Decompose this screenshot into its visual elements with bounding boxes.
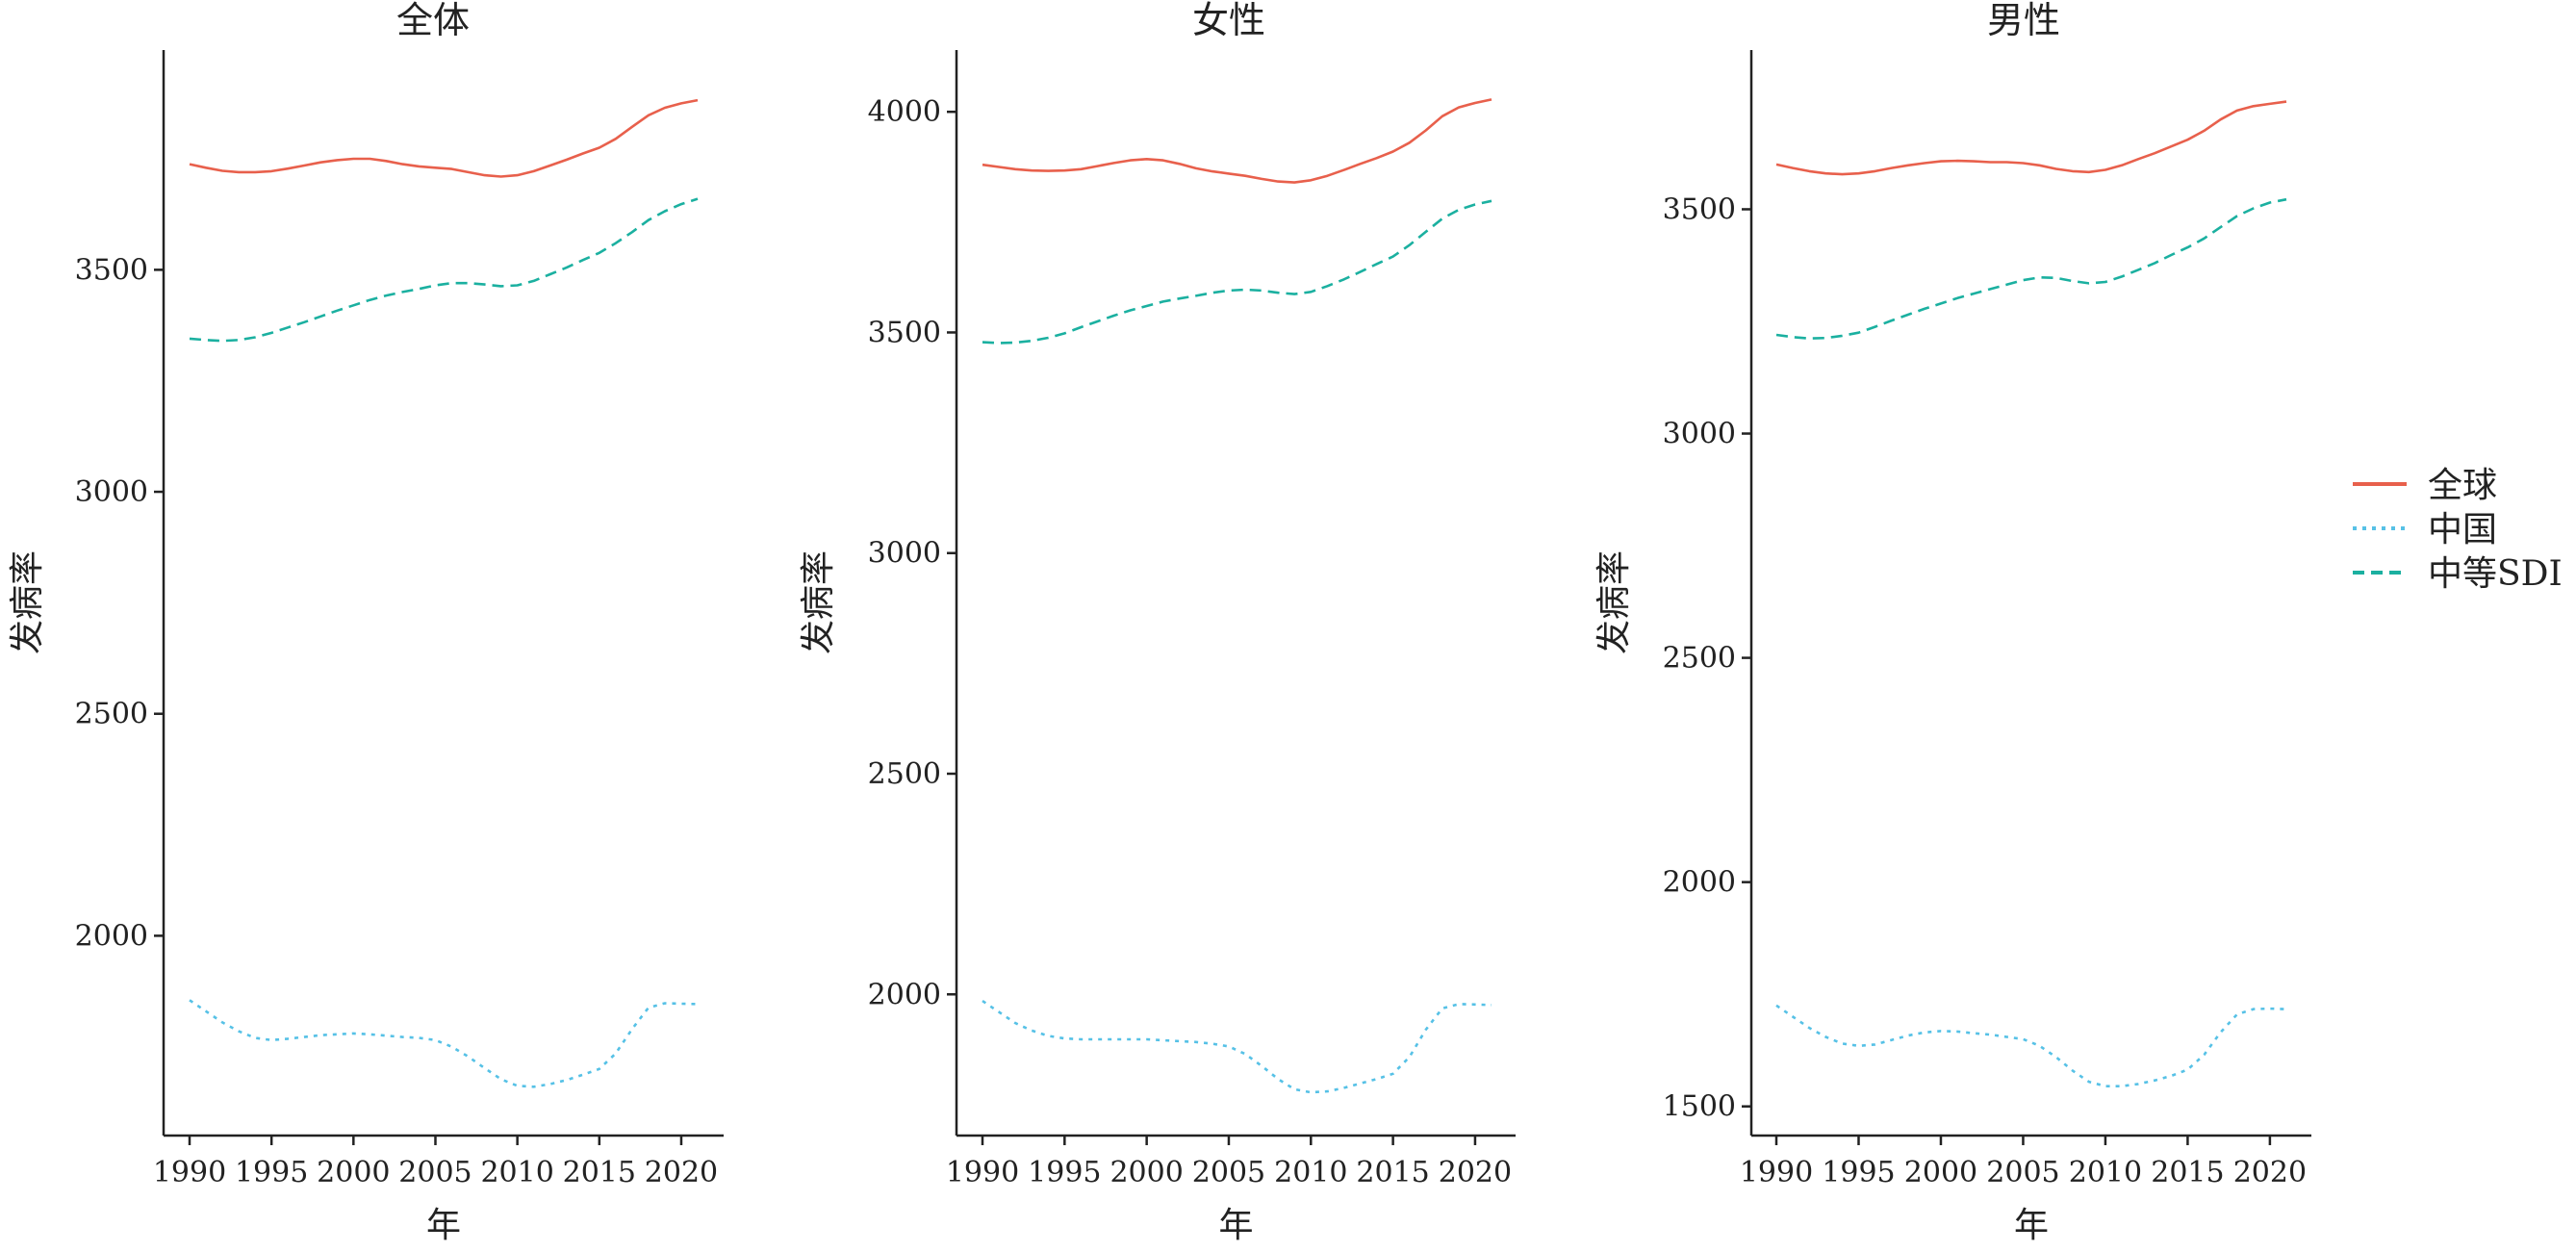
x-tick-label: 1990	[946, 1156, 1019, 1189]
y-tick-label: 2000	[1663, 866, 1736, 900]
y-tick-label: 2500	[1663, 642, 1736, 676]
x-tick-label: 2000	[1904, 1156, 1977, 1189]
y-tick-label: 2000	[75, 919, 148, 953]
x-tick-label: 2015	[1356, 1156, 1429, 1189]
legend-label-global: 全球	[2428, 466, 2497, 505]
y-tick-label: 3500	[1663, 192, 1736, 226]
x-tick-label: 2010	[1274, 1156, 1347, 1189]
x-tick-label: 2000	[317, 1156, 390, 1189]
x-tick-label: 1995	[235, 1156, 308, 1189]
y-tick-label: 2000	[868, 978, 941, 1011]
x-tick-label: 2020	[645, 1156, 718, 1189]
panel-title: 男性	[1987, 0, 2060, 41]
series-line-global	[189, 98, 699, 178]
panel-3: 男性 1500 2000 2500 3000 3500 1990 1995 2000 2005 20…	[1594, 0, 2311, 1245]
x-tick-label: 1990	[1740, 1156, 1813, 1189]
x-tick-label: 2020	[1439, 1156, 1512, 1189]
x-tick-label: 2020	[2233, 1156, 2307, 1189]
y-tick-label: 3000	[75, 475, 148, 509]
x-axis-title: 年	[2014, 1206, 2049, 1245]
series-line-global	[982, 98, 1492, 184]
y-tick-label: 4000	[868, 95, 941, 129]
y-tick-label: 3000	[868, 537, 941, 571]
y-axis-title: 发病率	[799, 550, 838, 654]
x-tick-label: 2005	[1986, 1156, 2059, 1189]
x-tick-label: 2000	[1109, 1156, 1183, 1189]
x-axis-title: 年	[1218, 1206, 1253, 1245]
x-tick-label: 1995	[1028, 1156, 1101, 1189]
panel-title: 女性	[1192, 0, 1265, 41]
x-tick-label: 2015	[563, 1156, 636, 1189]
series-line-mid_sdi	[982, 199, 1492, 345]
series-line-china	[1775, 1004, 2287, 1087]
y-tick-label: 2500	[75, 698, 148, 731]
panel-title: 全体	[396, 0, 470, 41]
series-line-mid_sdi	[1775, 197, 2287, 340]
x-tick-label: 2015	[2151, 1156, 2224, 1189]
y-tick-label: 1500	[1663, 1090, 1736, 1124]
y-tick-label: 2500	[868, 757, 941, 791]
legend-label-mid_sdi: 中等SDI	[2428, 554, 2563, 594]
x-tick-label: 1990	[153, 1156, 226, 1189]
x-tick-label: 2005	[1192, 1156, 1265, 1189]
series-line-china	[982, 1000, 1492, 1094]
y-tick-label: 3500	[75, 253, 148, 287]
x-tick-label: 2010	[480, 1156, 553, 1189]
x-tick-label: 2010	[2069, 1156, 2142, 1189]
y-tick-label: 3500	[868, 316, 941, 349]
y-tick-label: 3000	[1663, 418, 1736, 451]
series-line-china	[189, 999, 699, 1088]
y-axis-title: 发病率	[1594, 550, 1634, 654]
x-tick-label: 2005	[398, 1156, 472, 1189]
series-line-global	[1775, 100, 2287, 176]
y-axis-title: 发病率	[8, 550, 47, 654]
x-axis-title: 年	[426, 1206, 461, 1245]
legend-label-china: 中国	[2428, 510, 2497, 549]
x-tick-label: 1995	[1822, 1156, 1895, 1189]
series-line-mid_sdi	[189, 197, 699, 343]
